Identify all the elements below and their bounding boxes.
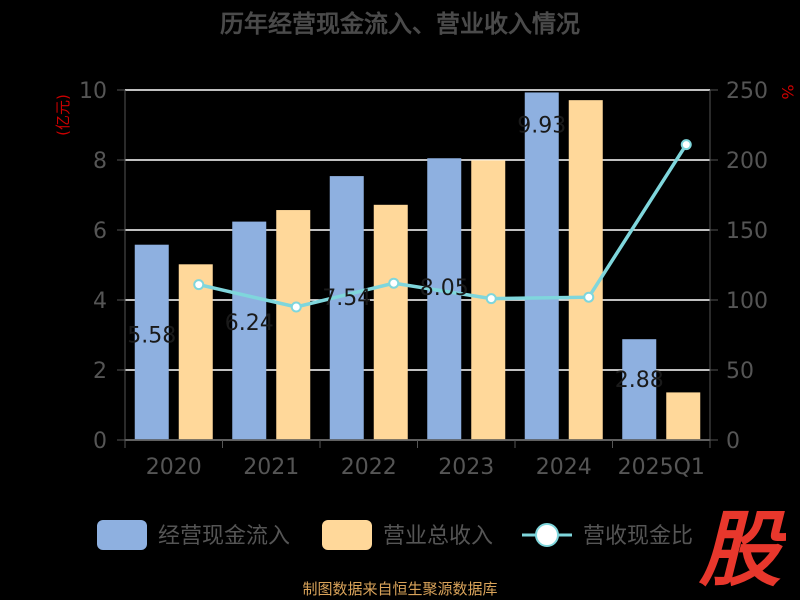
legend-swatch-ratio-marker: [535, 523, 559, 547]
legend-swatch-revenue: [322, 520, 372, 550]
footer-source: 制图数据来自恒生聚源数据库: [302, 580, 498, 598]
x-tick-label: 2023: [438, 455, 494, 480]
y-left-tick-label: 6: [93, 219, 107, 244]
legend-label-ratio: 营收现金比: [583, 524, 693, 549]
y-right-tick-label: 100: [726, 289, 768, 314]
data-label-cash-inflow: 6.24: [225, 311, 274, 336]
y-left-tick-label: 0: [93, 429, 107, 454]
data-label-cash-inflow: 8.05: [420, 276, 469, 301]
data-label-cash-inflow: 9.93: [517, 113, 566, 138]
y-right-axis-label: %: [778, 84, 797, 99]
bar-revenue: [276, 210, 311, 440]
bars-layer: [134, 92, 701, 441]
x-tick-label: 2020: [146, 455, 202, 480]
x-tick-label: 2025Q1: [618, 455, 705, 480]
line-point: [193, 279, 205, 291]
legend-label-revenue: 营业总收入: [383, 524, 493, 549]
line-point: [680, 139, 692, 151]
line-ratio: [198, 143, 688, 309]
y-right-tick-label: 200: [726, 149, 768, 174]
y-right-tick-label: 0: [726, 429, 740, 454]
y-left-tick-label: 2: [93, 359, 107, 384]
bar-cash-inflow: [134, 244, 169, 440]
bar-cash-inflow: [524, 92, 559, 440]
line-point: [583, 291, 595, 303]
line-point: [290, 301, 302, 313]
y-left-axis-label: (亿元): [54, 94, 72, 136]
bar-revenue: [568, 100, 603, 441]
bar-revenue: [373, 204, 408, 440]
bar-cash-inflow: [427, 158, 462, 440]
bar-revenue: [178, 264, 213, 440]
y-right-tick-label: 150: [726, 219, 768, 244]
y-right-tick-label: 250: [726, 79, 768, 104]
y-right-tick-label: 50: [726, 359, 754, 384]
bar-cash-inflow: [329, 176, 364, 440]
data-label-cash-inflow: 7.54: [322, 286, 371, 311]
chart-title: 历年经营现金流入、营业收入情况: [220, 10, 580, 38]
bar-revenue: [666, 392, 701, 440]
line-point: [485, 293, 497, 305]
bar-cash-inflow: [232, 221, 267, 440]
stamp-logo: 股: [698, 503, 786, 592]
x-tick-label: 2024: [536, 455, 592, 480]
stamp-glyph: 股: [698, 503, 786, 592]
y-left-tick-label: 10: [79, 79, 107, 104]
y-left-tick-label: 8: [93, 149, 107, 174]
legend-label-cash-inflow: 经营现金流入: [158, 524, 290, 549]
x-tick-label: 2022: [341, 455, 397, 480]
line-layer: [193, 139, 692, 313]
line-point: [388, 277, 400, 289]
bar-cash-inflow: [622, 339, 657, 440]
y-left-tick-label: 4: [93, 289, 107, 314]
x-tick-label: 2021: [243, 455, 299, 480]
data-labels: 5.58 6.24 7.54 8.05 9.93 2.88: [127, 113, 663, 393]
data-label-cash-inflow: 5.58: [127, 324, 176, 349]
legend-swatch-cash-inflow: [97, 520, 147, 550]
legend: 经营现金流入 营业总收入 营收现金比: [97, 520, 693, 550]
data-label-cash-inflow: 2.88: [615, 368, 664, 393]
